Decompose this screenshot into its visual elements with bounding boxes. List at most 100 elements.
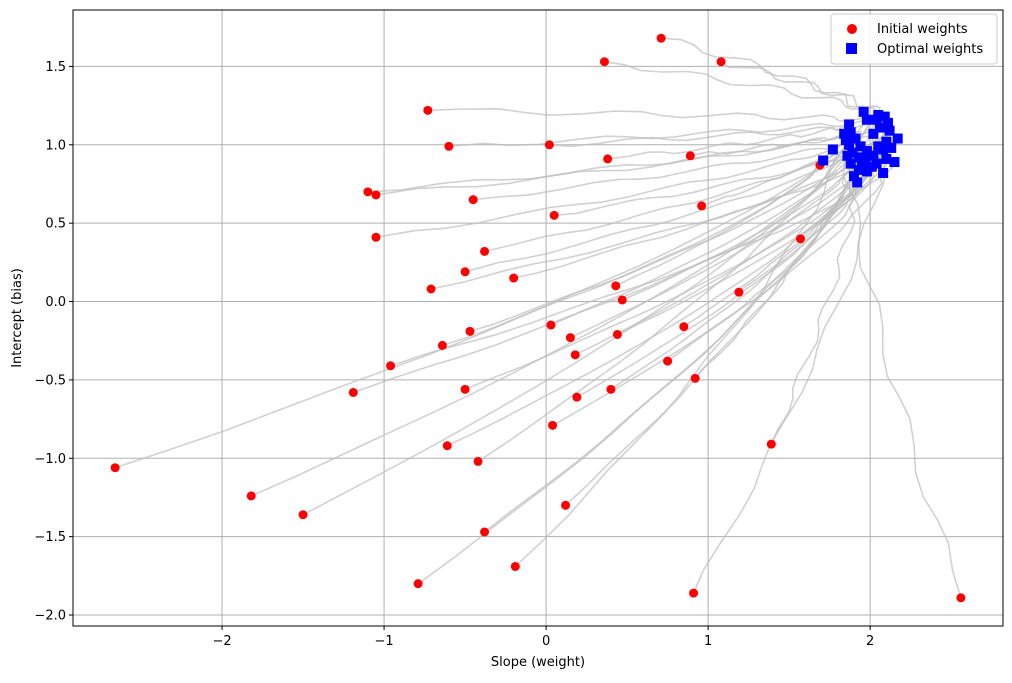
optimal-weight-point	[861, 146, 872, 157]
optimal-weight-point	[878, 144, 889, 155]
trajectory-path	[353, 166, 865, 394]
initial-weight-point	[689, 588, 699, 598]
initial-weight-point	[656, 33, 666, 43]
initial-weight-point	[716, 57, 726, 67]
x-tick-label: −1	[374, 634, 393, 649]
trajectory-path	[550, 151, 857, 326]
x-tick-label: 1	[704, 634, 712, 649]
initial-weight-point	[546, 320, 556, 330]
initial-weight-point	[110, 463, 120, 473]
initial-weight-point	[480, 246, 490, 256]
initial-weight-point	[246, 491, 256, 501]
initial-weight-point	[734, 287, 744, 297]
optimal-weight-point	[860, 155, 871, 166]
initial-weight-point	[509, 273, 519, 283]
optimal-weight-point	[842, 150, 853, 161]
initial-weights-series	[110, 33, 966, 603]
trajectory-path	[692, 130, 891, 594]
initial-weight-point	[423, 105, 433, 115]
trajectory-path	[427, 107, 872, 123]
grid	[73, 10, 1003, 626]
initial-weight-point	[612, 329, 622, 339]
initial-weight-point	[473, 456, 483, 466]
initial-weight-point	[468, 195, 478, 205]
x-tick-label: −2	[212, 634, 231, 649]
legend-marker-initial	[847, 24, 857, 34]
initial-weight-point	[386, 361, 396, 371]
optimal-weight-point	[886, 142, 897, 153]
trajectory-path	[842, 133, 962, 599]
y-tick-label: −2.0	[34, 609, 66, 624]
optimal-weight-point	[879, 111, 890, 122]
trajectory-path	[607, 122, 853, 160]
optimal-weight-point	[818, 155, 829, 166]
optimal-weight-point	[878, 168, 889, 179]
x-axis-label: Slope (weight)	[491, 655, 585, 670]
initial-weight-point	[956, 593, 966, 603]
initial-weight-point	[437, 340, 447, 350]
optimal-weight-point	[850, 133, 861, 144]
legend-label-initial: Initial weights	[877, 22, 968, 37]
y-tick-label: 1.5	[45, 60, 66, 75]
y-axis-ticks: −2.0 −1.5 −1.0 −0.5 0.0 0.5 1.0 1.5	[34, 60, 73, 624]
optimal-weight-point	[889, 157, 900, 168]
initial-weight-point	[663, 356, 673, 366]
initial-weight-point	[606, 384, 616, 394]
initial-weight-point	[679, 322, 689, 332]
optimal-weight-point	[853, 164, 864, 175]
optimal-weight-point	[845, 158, 856, 169]
trajectory-path	[610, 169, 860, 390]
optimal-weight-point	[858, 106, 869, 117]
optimal-weight-point	[871, 114, 882, 125]
initial-weight-point	[442, 441, 452, 451]
trajectory-path	[604, 60, 879, 118]
initial-weight-point	[465, 326, 475, 336]
trajectory-path	[114, 114, 879, 469]
y-tick-label: 1.0	[45, 138, 66, 153]
initial-weight-point	[565, 333, 575, 343]
optimal-weight-point	[868, 150, 879, 161]
x-tick-label: 2	[866, 634, 874, 649]
y-tick-label: −1.0	[34, 452, 66, 467]
trajectory-path	[448, 117, 877, 148]
initial-weight-point	[363, 187, 373, 197]
initial-weight-point	[599, 57, 609, 67]
y-tick-label: −1.5	[34, 530, 66, 545]
y-axis-label: Intercept (bias)	[10, 268, 25, 368]
initial-weight-point	[371, 232, 381, 242]
legend: Initial weights Optimal weights	[830, 13, 998, 65]
initial-weight-point	[480, 527, 490, 537]
optimal-weight-point	[855, 141, 866, 152]
initial-weight-point	[444, 141, 454, 151]
legend-box	[830, 13, 998, 65]
optimal-weight-point	[852, 177, 863, 188]
initial-weight-point	[570, 350, 580, 360]
optimal-weight-point	[845, 127, 856, 138]
optimal-weight-point	[882, 117, 893, 128]
trajectory-path	[446, 175, 855, 447]
optimal-weight-point	[861, 166, 872, 177]
optimal-weight-point	[848, 171, 859, 182]
initial-weight-point	[298, 510, 308, 520]
initial-weight-point	[426, 284, 436, 294]
optimal-weight-point	[868, 128, 879, 139]
x-axis-ticks: −2 −1 0 1 2	[212, 626, 874, 649]
optimal-weight-point	[892, 133, 903, 144]
initial-weight-point	[548, 420, 558, 430]
initial-weight-point	[795, 234, 805, 244]
initial-weight-point	[510, 561, 520, 571]
optimal-weight-point	[874, 122, 885, 133]
trajectory-path	[514, 124, 854, 567]
optimal-weight-point	[844, 119, 855, 130]
initial-weight-point	[611, 281, 621, 291]
initial-weight-point	[371, 190, 381, 200]
optimal-weight-point	[839, 128, 850, 139]
legend-marker-optimal	[846, 43, 857, 54]
trajectory-paths	[114, 37, 962, 599]
initial-weight-point	[460, 384, 470, 394]
initial-weight-point	[561, 500, 571, 510]
optimal-weight-point	[844, 139, 855, 150]
trajectory-path	[576, 170, 872, 398]
